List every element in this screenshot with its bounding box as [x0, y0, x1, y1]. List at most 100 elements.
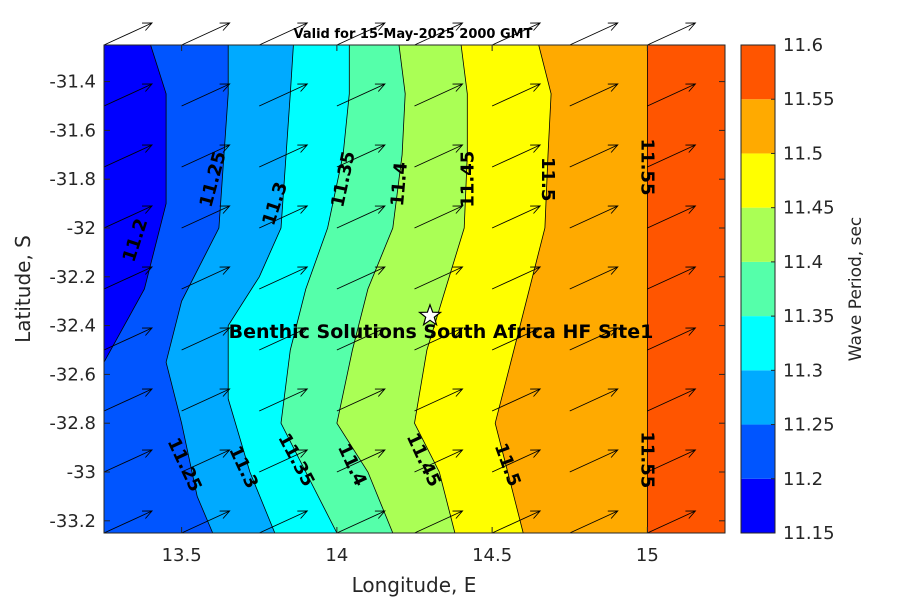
- contour-line: [280, 45, 350, 534]
- wave-arrow: [103, 205, 154, 229]
- chart-title: Valid for 15-May-2025 2000 GMT: [294, 27, 533, 42]
- wave-arrow: [569, 449, 619, 473]
- contour-band: [495, 45, 648, 533]
- wave-arrow: [181, 388, 231, 412]
- wave-direction-arrows: [103, 22, 697, 534]
- colorbar-band: [741, 316, 775, 371]
- colorbar-band: [741, 424, 775, 479]
- y-tick-label: -31.6: [49, 120, 96, 141]
- colorbar-tick-label: 11.5: [783, 143, 823, 164]
- wave-arrow: [647, 266, 697, 290]
- y-tick-label: -32.8: [49, 413, 96, 434]
- contour-band: [166, 45, 294, 533]
- wave-arrow: [103, 266, 154, 290]
- wave-arrow: [181, 449, 231, 473]
- wave-arrow: [336, 510, 386, 534]
- wave-arrow: [103, 388, 154, 412]
- wave-arrow: [336, 83, 386, 107]
- wave-arrow: [181, 205, 231, 229]
- contour-band: [414, 45, 552, 533]
- contour-label: 11.4: [387, 161, 412, 207]
- contour-line: [103, 44, 167, 363]
- wave-arrow: [414, 388, 464, 412]
- wave-arrow: [414, 266, 464, 290]
- plot-frame: [103, 44, 726, 534]
- colorbar-tick-label: 11.25: [783, 415, 835, 436]
- wave-arrow: [259, 327, 309, 351]
- contour-label: 11.45: [457, 151, 478, 208]
- wave-arrow: [414, 22, 464, 46]
- colorbar-tick-label: 11.15: [783, 523, 835, 544]
- wave-arrow: [414, 327, 464, 351]
- wave-arrow: [259, 205, 309, 229]
- y-axis-label: Latitude, S: [11, 235, 35, 343]
- contour-band: [281, 45, 406, 533]
- y-tick-label: -33.2: [49, 511, 96, 532]
- wave-arrow: [647, 144, 697, 168]
- wave-arrow: [491, 144, 542, 168]
- contour-label: 11.55: [636, 431, 657, 488]
- wave-arrow: [181, 266, 231, 290]
- wave-arrow: [569, 266, 619, 290]
- wave-arrow: [103, 510, 154, 534]
- wave-arrow: [491, 22, 542, 46]
- wave-arrow: [491, 266, 542, 290]
- site-star-icon: [417, 303, 443, 327]
- site-label: Benthic Solutions South Africa HF Site1: [229, 321, 654, 343]
- contour-line: [336, 44, 406, 534]
- wave-arrow: [647, 449, 697, 473]
- wave-arrow: [491, 510, 542, 534]
- wave-arrow: [569, 388, 619, 412]
- colorbar-tick-label: 11.2: [783, 469, 823, 490]
- contour-band: [104, 45, 167, 533]
- wave-arrow: [103, 327, 154, 351]
- wave-arrow: [414, 449, 464, 473]
- wave-arrow: [259, 388, 309, 412]
- wave-arrow: [336, 266, 386, 290]
- wave-arrow: [103, 144, 154, 168]
- wave-arrow: [491, 83, 542, 107]
- x-tick-label: 13.5: [162, 545, 202, 566]
- y-tick-label: -33: [67, 462, 96, 483]
- y-tick-label: -31.8: [49, 169, 96, 190]
- colorbar-band: [741, 153, 775, 208]
- colorbar-band: [741, 99, 775, 154]
- wave-arrow: [181, 22, 231, 46]
- wave-arrow: [569, 205, 619, 229]
- x-tick-label: 15: [636, 545, 659, 566]
- wave-arrow: [647, 327, 697, 351]
- wave-arrow: [103, 22, 154, 46]
- wave-arrow: [647, 388, 697, 412]
- wave-arrow: [181, 510, 231, 534]
- colorbar-band: [741, 370, 775, 425]
- wave-arrow: [647, 22, 697, 46]
- colorbar: 11.6 11.55 11.5 11.45 11.4 11.35 11.3 11.25 11.2…: [740, 35, 835, 544]
- wave-arrow: [336, 205, 386, 229]
- wave-arrow: [259, 83, 309, 107]
- wave-arrow: [259, 449, 309, 473]
- colorbar-tick-label: 11.3: [783, 360, 823, 381]
- wave-arrow: [414, 83, 464, 107]
- wave-arrow: [181, 83, 231, 107]
- wave-arrow: [259, 144, 309, 168]
- colorbar-frame: [740, 44, 776, 534]
- wave-arrow: [647, 83, 697, 107]
- contour-band: [647, 45, 725, 533]
- wave-arrow: [103, 83, 154, 107]
- colorbar-band: [741, 207, 775, 262]
- wave-arrow: [414, 144, 464, 168]
- wave-arrow: [491, 388, 542, 412]
- wave-arrow: [569, 327, 619, 351]
- colorbar-tick-label: 11.4: [783, 252, 823, 273]
- wave-arrow: [259, 22, 309, 46]
- y-tick-label: -32.4: [49, 316, 96, 337]
- contour-fills: [104, 45, 725, 533]
- y-tick-label: -32: [67, 218, 96, 239]
- colorbar-band: [741, 478, 775, 533]
- wave-arrow: [181, 144, 231, 168]
- colorbar-tick-label: 11.6: [783, 35, 823, 56]
- wave-arrow: [103, 449, 154, 473]
- wave-arrow: [569, 22, 619, 46]
- wave-arrow: [414, 510, 464, 534]
